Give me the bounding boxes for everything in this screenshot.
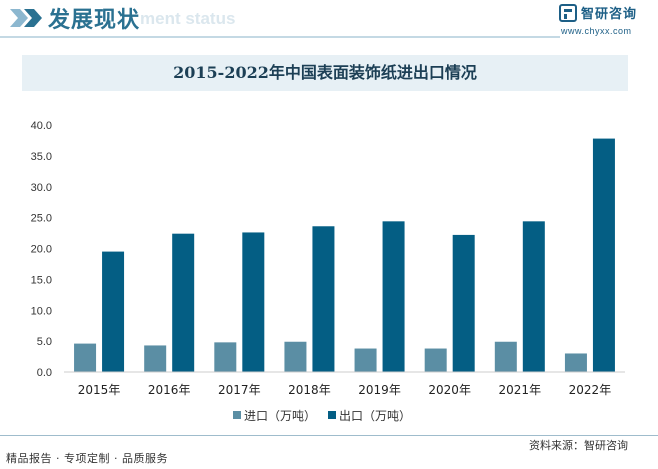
bar-export xyxy=(102,251,125,372)
header-divider xyxy=(0,36,560,38)
bar-export xyxy=(172,233,195,372)
bar-import xyxy=(424,348,447,372)
bar-export xyxy=(382,221,405,372)
y-tick-label: 35.0 xyxy=(31,151,52,163)
bars xyxy=(74,138,615,372)
y-tick-label: 30.0 xyxy=(31,182,52,194)
x-tick-label: 2022年 xyxy=(569,383,612,397)
legend-label: 出口（万吨） xyxy=(339,409,411,423)
double-chevron-icon xyxy=(10,9,42,27)
chart-title: 2015-2022年中国表面装饰纸进出口情况 xyxy=(173,63,477,82)
data-source: 资料来源：智研咨询 xyxy=(529,439,628,452)
bar-export xyxy=(312,226,335,372)
x-axis: 2015年 2016年 2017年 2018年 2019年 2020年 2021年 2022年 xyxy=(64,371,625,397)
legend-label: 进口（万吨） xyxy=(244,409,316,423)
bar-export xyxy=(242,232,265,372)
y-tick-label: 10.0 xyxy=(31,305,52,317)
brand-name: 智研咨询 xyxy=(581,7,638,22)
bar-import xyxy=(144,345,167,372)
section-subtitle: ment status xyxy=(140,9,236,28)
legend: 进口（万吨） 出口（万吨） xyxy=(233,409,411,423)
footer-divider xyxy=(0,435,658,436)
bar-export xyxy=(522,221,545,372)
chart-title-band: 2015-2022年中国表面装饰纸进出口情况 xyxy=(22,55,628,91)
y-tick-label: 40.0 xyxy=(31,120,52,132)
x-tick-label: 2021年 xyxy=(499,383,542,397)
bar-import xyxy=(494,341,517,372)
bar-export xyxy=(592,138,615,372)
brand-url: www.chyxx.com xyxy=(561,26,632,36)
bar-import xyxy=(354,348,377,372)
bar-export xyxy=(452,234,475,372)
section-header: 发展现状 ment status 智研咨询 www.chyxx.com xyxy=(0,0,658,42)
legend-swatch xyxy=(328,411,336,419)
bar-chart: 0.0 5.0 10.0 15.0 20.0 25.0 30.0 35.0 40.0 2015年… xyxy=(31,120,625,423)
y-axis: 0.0 5.0 10.0 15.0 20.0 25.0 30.0 35.0 40.0 xyxy=(31,120,52,379)
section-title: 发展现状 xyxy=(48,8,141,33)
x-tick-label: 2015年 xyxy=(78,383,121,397)
footer-tagline: 精品报告 · 专项定制 · 品质服务 xyxy=(6,452,168,465)
bar-import xyxy=(214,342,237,372)
y-tick-label: 0.0 xyxy=(37,367,52,379)
bar-import xyxy=(564,353,587,372)
x-tick-label: 2018年 xyxy=(288,383,331,397)
x-tick-label: 2020年 xyxy=(428,383,471,397)
y-tick-label: 20.0 xyxy=(31,244,52,256)
y-tick-label: 25.0 xyxy=(31,213,52,225)
x-tick-label: 2019年 xyxy=(358,383,401,397)
y-tick-label: 15.0 xyxy=(31,274,52,286)
x-tick-label: 2016年 xyxy=(148,383,191,397)
bar-import xyxy=(284,341,307,372)
legend-swatch xyxy=(233,411,241,419)
brand-logo-icon xyxy=(559,4,577,22)
x-tick-label: 2017年 xyxy=(218,383,261,397)
bar-import xyxy=(74,343,97,372)
y-tick-label: 5.0 xyxy=(37,336,52,348)
